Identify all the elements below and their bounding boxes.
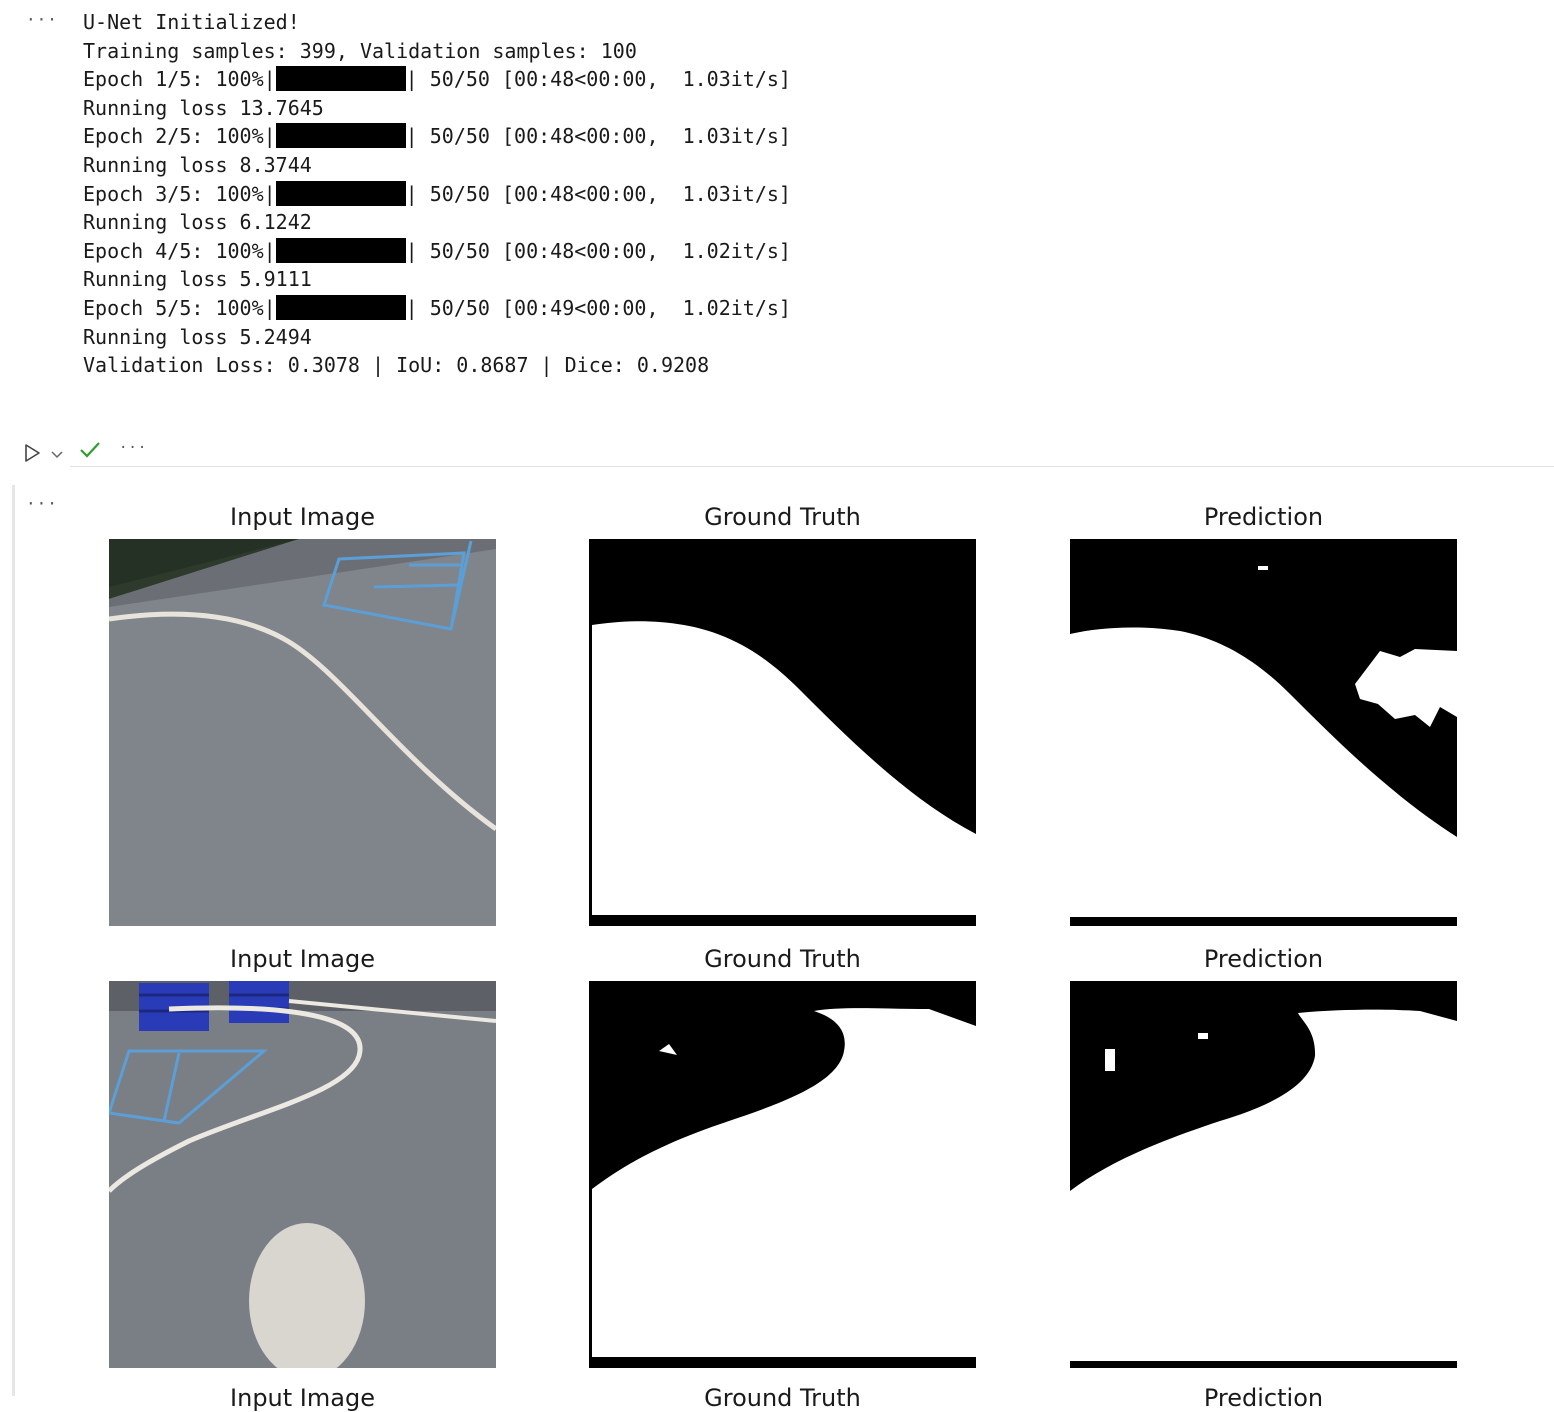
run-cell-button[interactable] [24,443,42,467]
epoch-stats: | 50/50 [00:48<00:00, 1.03it/s] [405,67,791,92]
output-gutter [12,485,15,1396]
log-line: Running loss 5.9111 [83,267,312,292]
progress-bar [275,66,406,92]
run-options-button[interactable] [50,446,64,465]
epoch-stats: | 50/50 [00:48<00:00, 1.02it/s] [405,238,791,263]
play-icon [25,444,40,462]
training-log-output: U-Net Initialized! Training samples: 399,… [83,8,791,380]
prediction-mask-1 [1070,539,1457,926]
epoch-label: Epoch 4/5: 100%| [83,238,276,263]
epoch-progress-line: Epoch 1/5: 100%| | 50/50 [00:48<00:00, 1.… [83,65,791,94]
input-image-2 [109,981,496,1368]
subplot-title-prediction: Prediction [1203,945,1324,973]
log-line: Running loss 5.2494 [83,324,312,349]
epoch-stats: | 50/50 [00:48<00:00, 1.03it/s] [405,181,791,206]
check-icon [80,442,100,458]
progress-bar [275,294,406,320]
log-line: U-Net Initialized! [83,10,300,34]
subplot-title-input-partial: Input Image [230,1384,375,1412]
subplot-title-input: Input Image [230,945,375,973]
subplot-title-ground-truth-partial: Ground Truth [704,1384,861,1412]
cell-status-success [79,440,101,464]
progress-bar [275,180,406,206]
cell-more-button[interactable]: ··· [119,440,148,456]
log-line: Training samples: 399, Validation sample… [83,38,637,63]
subplot-title-prediction: Prediction [1203,503,1324,531]
epoch-stats: | 50/50 [00:49<00:00, 1.02it/s] [405,295,791,320]
epoch-label: Epoch 3/5: 100%| [83,181,276,206]
ground-truth-mask-1 [589,539,976,926]
progress-bar [275,123,406,149]
log-line: Validation Loss: 0.3078 | IoU: 0.8687 | … [83,353,710,378]
epoch-progress-line: Epoch 3/5: 100%| | 50/50 [00:48<00:00, 1.… [83,180,791,209]
epoch-label: Epoch 2/5: 100%| [83,124,276,149]
figure-output-more-button[interactable]: ··· [26,494,58,513]
epoch-label: Epoch 5/5: 100%| [83,295,276,320]
output-more-button[interactable]: ··· [26,10,58,29]
ground-truth-mask-2 [589,981,976,1368]
cell-divider [70,466,1554,467]
subplot-title-prediction-partial: Prediction [1203,1384,1324,1412]
log-line: Running loss 6.1242 [83,210,312,235]
epoch-progress-line: Epoch 5/5: 100%| | 50/50 [00:49<00:00, 1.… [83,294,791,323]
epoch-progress-line: Epoch 2/5: 100%| | 50/50 [00:48<00:00, 1.… [83,122,791,151]
subplot-title-input: Input Image [230,503,375,531]
epoch-progress-line: Epoch 4/5: 100%| | 50/50 [00:48<00:00, 1.… [83,237,791,266]
subplot-title-ground-truth: Ground Truth [704,503,861,531]
prediction-mask-2 [1070,981,1457,1368]
log-line: Running loss 8.3744 [83,152,312,177]
epoch-stats: | 50/50 [00:48<00:00, 1.03it/s] [405,124,791,149]
log-line: Running loss 13.7645 [83,95,324,120]
progress-bar [275,237,406,263]
epoch-label: Epoch 1/5: 100%| [83,67,276,92]
chevron-down-icon [51,451,63,459]
subplot-title-ground-truth: Ground Truth [704,945,861,973]
input-image-1 [109,539,496,926]
